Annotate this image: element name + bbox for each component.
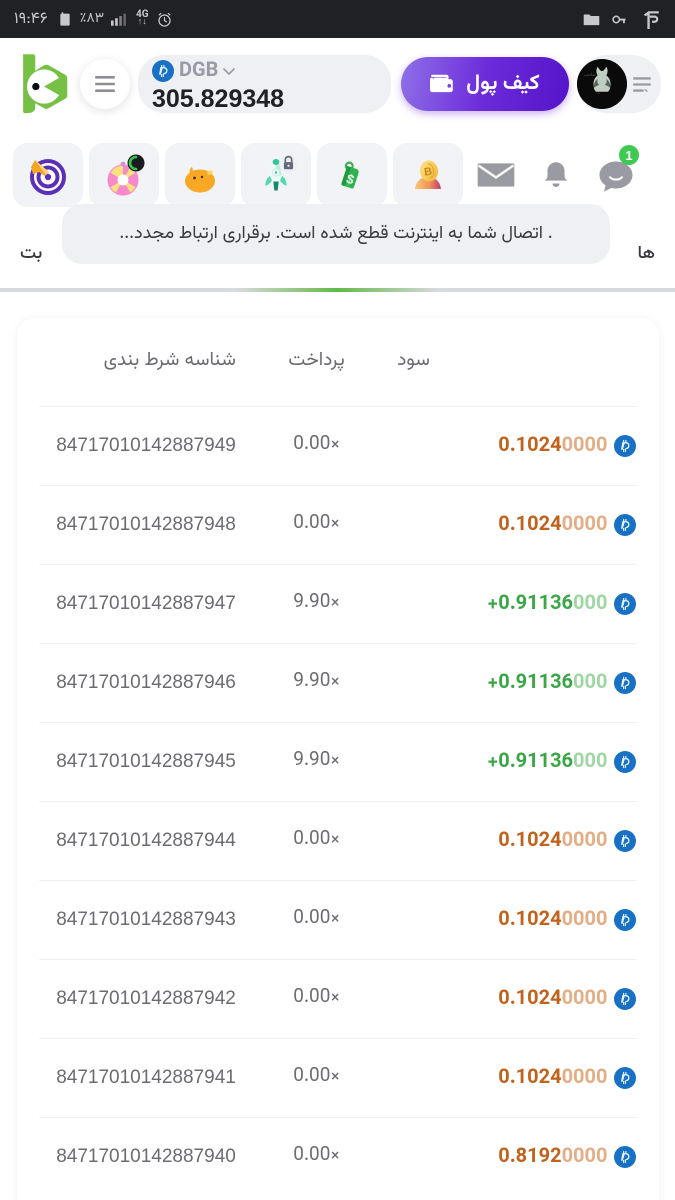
- svg-text:B: B: [423, 166, 433, 179]
